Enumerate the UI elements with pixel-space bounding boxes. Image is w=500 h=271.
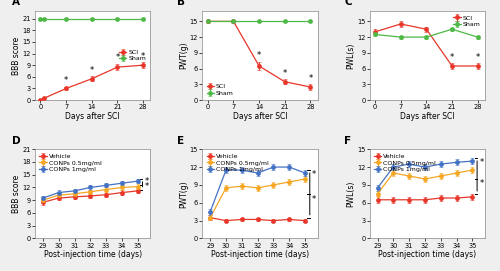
Legend: SCI, Sham: SCI, Sham [206,82,235,97]
Text: *: * [257,51,261,60]
Y-axis label: PWL(s): PWL(s) [346,42,356,69]
Text: *: * [282,69,287,78]
Legend: Vehicle, CONPs 0.5mg/ml, CONPs 1mg/ml: Vehicle, CONPs 0.5mg/ml, CONPs 1mg/ml [372,152,438,173]
Y-axis label: PWT(g): PWT(g) [180,42,188,69]
Legend: SCI, Sham: SCI, Sham [452,14,482,28]
Text: *: * [450,53,454,62]
Text: B: B [177,0,185,7]
Text: *: * [145,182,149,191]
X-axis label: Days after SCI: Days after SCI [400,112,454,121]
Text: *: * [476,53,480,62]
Legend: Vehicle, CONPs 0.5mg/ml, CONPs 1mg/ml: Vehicle, CONPs 0.5mg/ml, CONPs 1mg/ml [38,152,103,173]
Text: E: E [177,136,184,146]
Text: *: * [141,52,145,61]
Text: F: F [344,136,352,146]
X-axis label: Days after SCI: Days after SCI [233,112,287,121]
Y-axis label: PWL(s): PWL(s) [346,181,356,207]
Text: *: * [312,195,316,204]
Text: D: D [12,136,20,146]
Y-axis label: BBB score: BBB score [12,36,21,75]
X-axis label: Post-injection time (days): Post-injection time (days) [44,250,142,259]
X-axis label: Days after SCI: Days after SCI [66,112,120,121]
Text: *: * [480,179,484,188]
Text: *: * [90,66,94,75]
Y-axis label: PWT(g): PWT(g) [180,180,188,208]
Text: *: * [312,170,316,179]
Text: *: * [145,177,149,186]
Legend: Vehicle, CONPs 0.5mg/ml, CONPs 1mg/ml: Vehicle, CONPs 0.5mg/ml, CONPs 1mg/ml [206,152,270,173]
Text: *: * [64,76,68,85]
Text: C: C [344,0,352,7]
Y-axis label: BBB score: BBB score [12,175,21,213]
Text: *: * [308,74,312,83]
Text: *: * [480,158,484,167]
X-axis label: Post-injection time (days): Post-injection time (days) [378,250,476,259]
Legend: SCI, Sham: SCI, Sham [118,48,148,63]
X-axis label: Post-injection time (days): Post-injection time (days) [211,250,309,259]
Text: *: * [116,53,119,62]
Text: A: A [12,0,20,7]
